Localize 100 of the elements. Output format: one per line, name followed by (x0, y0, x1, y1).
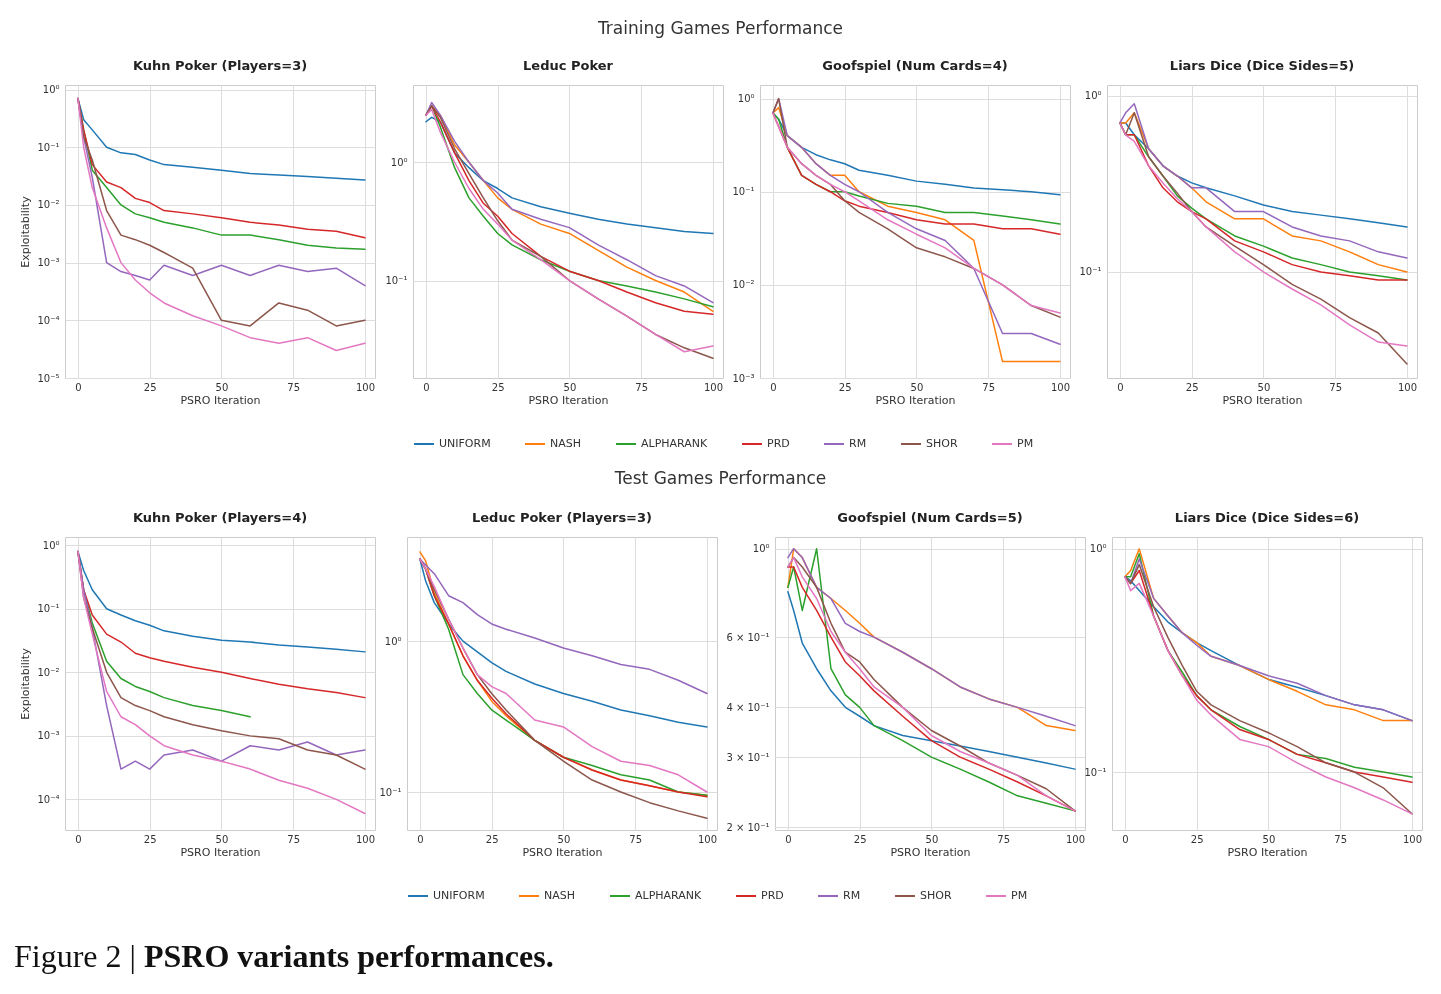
legend-label: UNIFORM (433, 889, 485, 902)
y-tick-label: 10⁰ (384, 635, 402, 647)
x-tick-label: 75 (287, 833, 301, 845)
x-tick-label: 50 (1257, 381, 1271, 393)
y-tick-label: 10⁰ (752, 543, 770, 555)
chart-title: Goofspiel (Num Cards=5) (837, 510, 1023, 525)
y-tick-label: 10⁻² (37, 666, 60, 678)
x-tick-label: 100 (1402, 833, 1422, 845)
x-tick-label: 0 (417, 833, 424, 845)
x-axis-title: PSRO Iteration (180, 393, 261, 407)
chart-title: Liars Dice (Dice Sides=5) (1169, 58, 1355, 73)
legend-label: NASH (544, 889, 576, 902)
x-tick-label: 75 (982, 381, 996, 393)
y-tick-label: 10⁰ (1084, 90, 1102, 102)
legend-label: PM (1017, 437, 1034, 450)
x-tick-label: 50 (215, 381, 229, 393)
x-axis-title: PSRO Iteration (522, 845, 603, 859)
y-tick-label: 10⁻³ (732, 372, 755, 384)
caption: Figure 2 | (14, 938, 136, 974)
legend-label: ALPHARANK (635, 889, 703, 902)
y-tick-label: 10⁻¹ (385, 275, 408, 287)
x-tick-label: 50 (563, 381, 577, 393)
legend-label: RM (843, 889, 861, 902)
y-tick-label: 10⁻¹ (379, 786, 402, 798)
x-tick-label: 0 (1122, 833, 1129, 845)
x-axis-title: PSRO Iteration (890, 845, 971, 859)
y-tick-label: 10⁻⁵ (37, 372, 60, 384)
x-axis-title: PSRO Iteration (180, 845, 261, 859)
x-tick-label: 75 (997, 833, 1011, 845)
legend-label: ALPHARANK (641, 437, 709, 450)
y-tick-label: 10⁻² (37, 199, 60, 211)
x-tick-label: 100 (1050, 381, 1070, 393)
x-tick-label: 50 (1262, 833, 1276, 845)
x-tick-label: 0 (75, 833, 82, 845)
legend-label: RM (849, 437, 867, 450)
y-tick-label: 10⁰ (737, 93, 755, 105)
chart-title: Leduc Poker (Players=3) (471, 510, 653, 525)
x-tick-label: 100 (703, 381, 723, 393)
x-tick-label: 0 (1117, 381, 1124, 393)
text: PSRO variants performances. (142, 938, 554, 974)
chart-title: Goofspiel (Num Cards=4) (822, 58, 1008, 73)
x-tick-label: 25 (1185, 381, 1199, 393)
y-tick-label: 10⁻¹ (732, 186, 755, 198)
x-tick-label: 75 (635, 381, 649, 393)
chart-title: Kuhn Poker (Players=3) (132, 57, 308, 73)
y-tick-label: 3 × 10⁻¹ (726, 751, 770, 763)
x-tick-label: 100 (355, 381, 375, 393)
y-tick-label: 6 × 10⁻¹ (726, 631, 770, 643)
x-tick-label: 100 (1397, 381, 1417, 393)
text: Training Games Performance (596, 18, 845, 38)
y-tick-label: 10⁰ (42, 84, 60, 96)
y-tick-label: 10⁻¹ (37, 603, 60, 615)
x-tick-label: 25 (838, 381, 852, 393)
y-tick-label: 4 × 10⁻¹ (726, 701, 770, 713)
chart-title: Liars Dice (Dice Sides=6) (1174, 510, 1360, 525)
legend-label: PRD (767, 437, 790, 450)
chart-title: Leduc Poker (523, 58, 614, 73)
y-tick-label: 10⁻³ (37, 730, 60, 742)
legend-label: SHOR (926, 437, 958, 450)
chart-title: Kuhn Poker (Players=4) (132, 510, 308, 525)
x-tick-label: 25 (853, 833, 867, 845)
x-tick-label: 25 (485, 833, 499, 845)
y-tick-label: 10⁰ (42, 539, 60, 551)
x-tick-label: 50 (925, 833, 939, 845)
x-tick-label: 50 (215, 833, 229, 845)
y-tick-label: 10⁻⁴ (37, 793, 60, 805)
x-axis-title: PSRO Iteration (1222, 393, 1303, 407)
x-axis-title: PSRO Iteration (528, 393, 609, 407)
text: Test Games Performance (613, 468, 828, 488)
y-axis-title: Exploitability (19, 195, 33, 268)
y-tick-label: 10⁻⁴ (37, 314, 60, 326)
x-tick-label: 0 (770, 381, 777, 393)
x-tick-label: 25 (143, 833, 157, 845)
x-tick-label: 25 (143, 381, 157, 393)
x-axis-title: PSRO Iteration (875, 393, 956, 407)
y-tick-label: 10⁰ (1089, 543, 1107, 555)
x-tick-label: 75 (287, 381, 301, 393)
x-tick-label: 0 (423, 381, 430, 393)
x-tick-label: 75 (1334, 833, 1348, 845)
legend-label: SHOR (920, 889, 952, 902)
x-tick-label: 50 (910, 381, 924, 393)
x-tick-label: 25 (491, 381, 505, 393)
x-tick-label: 25 (1190, 833, 1204, 845)
legend-label: PM (1011, 889, 1028, 902)
x-tick-label: 0 (785, 833, 792, 845)
x-tick-label: 100 (697, 833, 717, 845)
y-tick-label: 10⁻³ (37, 257, 60, 269)
legend-label: NASH (550, 437, 582, 450)
x-tick-label: 100 (355, 833, 375, 845)
legend-label: UNIFORM (439, 437, 491, 450)
legend-label: PRD (761, 889, 784, 902)
y-tick-label: 10⁻¹ (1084, 766, 1107, 778)
y-axis-title: Exploitability (19, 647, 33, 720)
y-tick-label: 2 × 10⁻¹ (726, 821, 770, 833)
y-tick-label: 10⁰ (390, 156, 408, 168)
x-tick-label: 75 (1329, 381, 1343, 393)
y-tick-label: 10⁻² (732, 279, 755, 291)
x-tick-label: 0 (75, 381, 82, 393)
x-tick-label: 100 (1065, 833, 1085, 845)
x-axis-title: PSRO Iteration (1227, 845, 1308, 859)
